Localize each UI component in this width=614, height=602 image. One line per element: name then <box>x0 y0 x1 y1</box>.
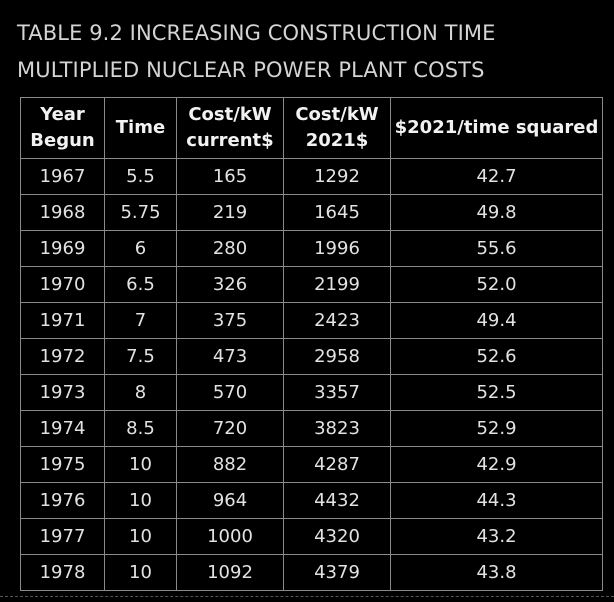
cost-2021-cell: 4320 <box>283 518 391 555</box>
cost-2021-cell: 4432 <box>283 482 391 519</box>
header-label-line-1: Cost/kW <box>188 104 272 125</box>
cost-per-time-squared-cell: 42.9 <box>390 446 603 483</box>
table-row: 1967 5.5 165 1292 42.7 <box>20 158 603 195</box>
cost-current-cell: 1092 <box>176 554 284 591</box>
cost-per-time-squared-cell: 52.6 <box>390 338 603 375</box>
header-row: Year Begun Time Cost/kW current$ Cost/kW 2021$… <box>20 97 603 159</box>
year-cell: 1977 <box>20 518 105 555</box>
cost-2021-cell: 2958 <box>283 338 391 375</box>
cost-current-cell: 280 <box>176 230 284 267</box>
cost-per-time-squared-cell: 52.5 <box>390 374 603 411</box>
year-cell: 1974 <box>20 410 105 447</box>
cost-2021-cell: 1996 <box>283 230 391 267</box>
cost-2021-cell: 4379 <box>283 554 391 591</box>
cost-current-cell: 165 <box>176 158 284 195</box>
cost-current-cell: 1000 <box>176 518 284 555</box>
cost-2021-cell: 2199 <box>283 266 391 303</box>
header-label-line-1: Year <box>40 104 85 125</box>
header-label-line-1: $2021/time squared <box>394 117 599 138</box>
time-header: Time <box>104 97 177 159</box>
year-cell: 1972 <box>20 338 105 375</box>
year-cell: 1969 <box>20 230 105 267</box>
year-cell: 1978 <box>20 554 105 591</box>
cost-2021-cell: 1645 <box>283 194 391 231</box>
year-cell: 1967 <box>20 158 105 195</box>
cost-current-cell: 964 <box>176 482 284 519</box>
time-cell: 7 <box>104 302 177 339</box>
header-label-line-2: current$ <box>186 130 274 151</box>
time-cell: 8.5 <box>104 410 177 447</box>
table-row: 1974 8.5 720 3823 52.9 <box>20 410 603 447</box>
time-cell: 10 <box>104 554 177 591</box>
time-cell: 6 <box>104 230 177 267</box>
cost-per-time-squared-cell: 43.2 <box>390 518 603 555</box>
year-cell: 1973 <box>20 374 105 411</box>
cost-current-cell: 326 <box>176 266 284 303</box>
year-cell: 1975 <box>20 446 105 483</box>
cost-per-time-squared-cell: 52.9 <box>390 410 603 447</box>
table-row: 1977 10 1000 4320 43.2 <box>20 518 603 555</box>
time-cell: 10 <box>104 446 177 483</box>
cost-per-time-squared-cell: 55.6 <box>390 230 603 267</box>
table-row: 1975 10 882 4287 42.9 <box>20 446 603 483</box>
time-cell: 6.5 <box>104 266 177 303</box>
table-title-line-1: TABLE 9.2 INCREASING CONSTRUCTION TIME <box>17 21 496 45</box>
time-cell: 8 <box>104 374 177 411</box>
cost-2021-header: Cost/kW 2021$ <box>283 97 391 159</box>
table-row: 1973 8 570 3357 52.5 <box>20 374 603 411</box>
year-cell: 1968 <box>20 194 105 231</box>
year-cell: 1976 <box>20 482 105 519</box>
cost-table: Year Begun Time Cost/kW current$ Cost/kW 2021$… <box>20 97 603 591</box>
cost-per-time-squared-cell: 49.8 <box>390 194 603 231</box>
cost-2021-cell: 3357 <box>283 374 391 411</box>
cost-current-cell: 375 <box>176 302 284 339</box>
year-cell: 1970 <box>20 266 105 303</box>
cost-per-time-squared-cell: 43.8 <box>390 554 603 591</box>
cost-current-header: Cost/kW current$ <box>176 97 284 159</box>
cost-2021-cell: 1292 <box>283 158 391 195</box>
cost-per-time-squared-cell: 42.7 <box>390 158 603 195</box>
cost-current-cell: 219 <box>176 194 284 231</box>
table-row: 1978 10 1092 4379 43.8 <box>20 554 603 591</box>
cost-current-cell: 570 <box>176 374 284 411</box>
cost-current-cell: 473 <box>176 338 284 375</box>
time-cell: 7.5 <box>104 338 177 375</box>
year-cell: 1971 <box>20 302 105 339</box>
cost-current-cell: 720 <box>176 410 284 447</box>
cost-per-time-squared-header: $2021/time squared <box>390 97 603 159</box>
header-label-line-2: Begun <box>30 130 95 151</box>
table-row: 1971 7 375 2423 49.4 <box>20 302 603 339</box>
cost-2021-cell: 2423 <box>283 302 391 339</box>
cost-per-time-squared-cell: 44.3 <box>390 482 603 519</box>
cost-current-cell: 882 <box>176 446 284 483</box>
header-label-line-1: Cost/kW <box>295 104 379 125</box>
cost-per-time-squared-cell: 49.4 <box>390 302 603 339</box>
cost-per-time-squared-cell: 52.0 <box>390 266 603 303</box>
table-row: 1968 5.75 219 1645 49.8 <box>20 194 603 231</box>
table-row: 1970 6.5 326 2199 52.0 <box>20 266 603 303</box>
table-row: 1976 10 964 4432 44.3 <box>20 482 603 519</box>
time-cell: 5.5 <box>104 158 177 195</box>
header-label-line-2: 2021$ <box>305 130 369 151</box>
table-title-line-2: MULTIPLIED NUCLEAR POWER PLANT COSTS <box>17 58 485 82</box>
table-row: 1969 6 280 1996 55.6 <box>20 230 603 267</box>
page-bottom-rule <box>0 596 614 597</box>
cost-2021-cell: 3823 <box>283 410 391 447</box>
header-label-line-1: Time <box>115 117 166 138</box>
year-begun-header: Year Begun <box>20 97 105 159</box>
time-cell: 10 <box>104 482 177 519</box>
time-cell: 10 <box>104 518 177 555</box>
time-cell: 5.75 <box>104 194 177 231</box>
table-body: 1967 5.5 165 1292 42.7 1968 5.75 219 1645 49.8 196… <box>20 158 603 591</box>
table-row: 1972 7.5 473 2958 52.6 <box>20 338 603 375</box>
cost-2021-cell: 4287 <box>283 446 391 483</box>
